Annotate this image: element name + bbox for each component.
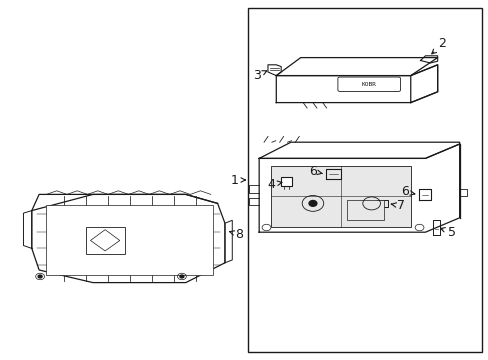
Bar: [271, 166, 410, 227]
Text: 8: 8: [229, 228, 243, 241]
FancyBboxPatch shape: [281, 177, 291, 186]
Text: 1: 1: [230, 174, 245, 186]
Bar: [346, 200, 383, 220]
Circle shape: [180, 275, 183, 278]
Text: 6: 6: [308, 165, 322, 178]
Text: 5: 5: [440, 226, 455, 239]
Bar: [46, 205, 212, 275]
Bar: [248, 8, 481, 352]
Text: 3: 3: [252, 69, 266, 82]
FancyBboxPatch shape: [337, 77, 400, 91]
Polygon shape: [90, 230, 120, 251]
Text: KOBR: KOBR: [361, 82, 376, 87]
Circle shape: [38, 275, 42, 278]
Text: 4: 4: [267, 178, 282, 191]
Bar: [85, 227, 124, 254]
Text: 2: 2: [431, 37, 446, 54]
Circle shape: [308, 201, 316, 206]
Text: 6: 6: [400, 185, 414, 198]
Text: 7: 7: [390, 199, 404, 212]
